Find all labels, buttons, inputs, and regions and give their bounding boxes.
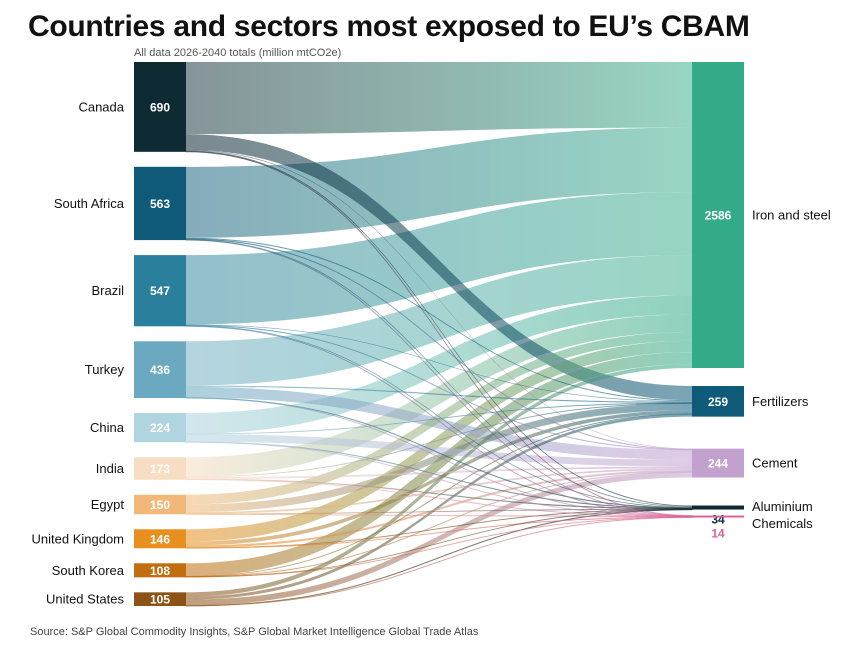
node-south-africa	[134, 166, 186, 241]
flow-egypt-to-cement	[186, 468, 692, 514]
country-label-india: India	[96, 461, 125, 476]
flow-links	[185, 62, 693, 607]
country-label-egypt: Egypt	[91, 497, 125, 512]
flow-south-africa-to-fertilizers	[186, 237, 692, 402]
flow-united-states-to-iron-and-steel	[186, 364, 692, 597]
country-label-united-kingdom: United Kingdom	[32, 531, 125, 546]
node-aluminium	[692, 505, 744, 510]
flow-turkey-to-fertilizers	[186, 385, 692, 403]
chart-subtitle: All data 2026-2040 totals (million mtCO2…	[134, 47, 342, 59]
node-united-kingdom	[134, 529, 186, 549]
sector-label-fertilizers: Fertilizers	[752, 394, 809, 409]
sector-label-chemicals: Chemicals	[752, 516, 813, 531]
country-value-canada: 690	[150, 100, 170, 114]
country-label-brazil: Brazil	[91, 283, 124, 298]
flow-south-korea-to-aluminium	[185, 509, 693, 578]
country-label-south-korea: South Korea	[52, 563, 125, 578]
node-china	[134, 413, 186, 443]
flow-brazil-to-aluminium	[186, 325, 692, 508]
sector-label-cement: Cement	[752, 456, 798, 471]
node-south-korea	[134, 563, 186, 578]
flow-canada-to-cement	[186, 149, 692, 450]
flow-turkey-to-cement	[186, 386, 692, 460]
country-value-egypt: 150	[150, 498, 170, 512]
node-iron-and-steel	[692, 62, 744, 368]
country-label-south-africa: South Africa	[54, 196, 125, 211]
source-note: Source: S&P Global Commodity Insights, S…	[30, 626, 479, 638]
chart-title: Countries and sectors most exposed to EU…	[28, 10, 750, 43]
country-value-south-africa: 563	[150, 197, 170, 211]
flow-united-states-to-cement	[186, 472, 692, 606]
sector-label-iron-and-steel: Iron and steel	[752, 208, 831, 223]
country-value-turkey: 436	[150, 363, 170, 377]
node-cement	[692, 448, 744, 478]
flow-united-kingdom-to-cement	[186, 469, 692, 548]
country-label-canada: Canada	[78, 99, 124, 114]
country-value-india: 173	[150, 462, 170, 476]
flow-united-kingdom-to-iron-and-steel	[186, 340, 692, 542]
node-turkey	[134, 341, 186, 399]
flow-canada-to-fertilizers	[186, 134, 692, 401]
sector-value-cement: 244	[708, 457, 728, 471]
flow-china-to-iron-and-steel	[186, 295, 692, 434]
country-label-united-states: United States	[46, 592, 125, 607]
country-value-united-kingdom: 146	[150, 532, 170, 546]
node-brazil	[134, 255, 186, 327]
country-label-china: China	[90, 420, 125, 435]
node-fertilizers	[692, 386, 744, 417]
flow-united-kingdom-to-fertilizers	[186, 410, 692, 546]
node-egypt	[134, 494, 186, 515]
node-canada	[134, 62, 186, 152]
flow-canada-to-iron-and-steel	[186, 62, 692, 135]
flow-canada-to-aluminium	[186, 150, 692, 507]
flow-egypt-to-fertilizers	[186, 403, 692, 513]
flow-turkey-to-iron-and-steel	[186, 255, 692, 386]
country-label-turkey: Turkey	[85, 362, 125, 377]
country-value-china: 224	[150, 421, 170, 435]
sector-value-chemicals: 14	[711, 527, 725, 541]
flow-united-states-to-chemicals	[185, 516, 693, 607]
node-chemicals	[692, 515, 744, 518]
sector-label-aluminium: Aluminium	[752, 499, 813, 514]
sector-value-iron-and-steel: 2586	[705, 209, 732, 223]
country-value-united-states: 105	[150, 593, 170, 607]
flow-brazil-to-iron-and-steel	[186, 192, 692, 325]
flow-south-korea-to-iron-and-steel	[186, 352, 692, 577]
country-value-brazil: 547	[150, 284, 170, 298]
sector-value-fertilizers: 259	[708, 395, 728, 409]
flow-india-to-cement	[186, 466, 692, 479]
flow-brazil-to-fertilizers	[186, 324, 692, 402]
flow-india-to-iron-and-steel	[186, 314, 692, 477]
node-united-states	[134, 592, 186, 606]
country-value-south-korea: 108	[150, 564, 170, 578]
flow-south-africa-to-aluminium	[186, 239, 692, 508]
nodes: Canada 690 South Africa 563 Brazil 547 Turkey 4…	[32, 62, 831, 607]
node-india	[134, 457, 186, 480]
sector-value-aluminium: 34	[711, 513, 725, 527]
flow-china-to-cement	[186, 434, 692, 467]
flow-united-states-to-fertilizers	[186, 413, 692, 600]
flow-south-africa-to-iron-and-steel	[186, 127, 692, 238]
